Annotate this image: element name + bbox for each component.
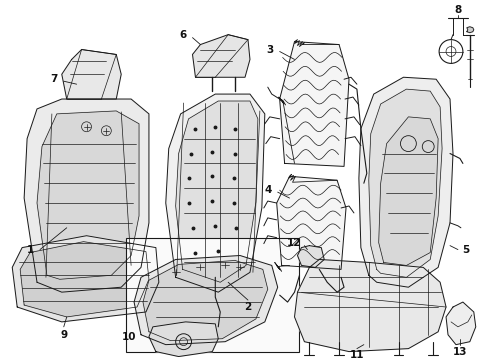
Text: 10: 10: [122, 332, 136, 342]
Text: 7: 7: [50, 74, 57, 84]
Polygon shape: [294, 260, 446, 352]
Text: 4: 4: [264, 185, 271, 195]
Polygon shape: [467, 27, 474, 33]
Text: 1: 1: [26, 244, 34, 255]
Text: 5: 5: [462, 244, 469, 255]
Polygon shape: [149, 322, 218, 356]
Text: 8: 8: [454, 5, 462, 15]
Polygon shape: [24, 99, 149, 292]
Text: 2: 2: [245, 302, 251, 312]
Polygon shape: [379, 117, 438, 265]
Polygon shape: [12, 236, 159, 322]
Polygon shape: [37, 111, 139, 279]
Polygon shape: [20, 242, 149, 317]
Polygon shape: [143, 261, 268, 341]
Polygon shape: [176, 101, 258, 282]
Bar: [126, 238, 299, 352]
Polygon shape: [193, 35, 250, 77]
Text: 12: 12: [287, 238, 302, 248]
Polygon shape: [280, 42, 349, 166]
Text: 6: 6: [179, 30, 186, 40]
Polygon shape: [277, 176, 346, 269]
Text: 3: 3: [266, 45, 273, 54]
Polygon shape: [134, 256, 278, 345]
Polygon shape: [446, 302, 476, 345]
Polygon shape: [297, 246, 324, 267]
Polygon shape: [369, 89, 442, 277]
Text: 13: 13: [453, 347, 467, 357]
Text: 9: 9: [60, 330, 67, 340]
Text: 11: 11: [350, 350, 364, 360]
Polygon shape: [359, 77, 453, 287]
Polygon shape: [62, 50, 121, 99]
Polygon shape: [166, 94, 265, 292]
